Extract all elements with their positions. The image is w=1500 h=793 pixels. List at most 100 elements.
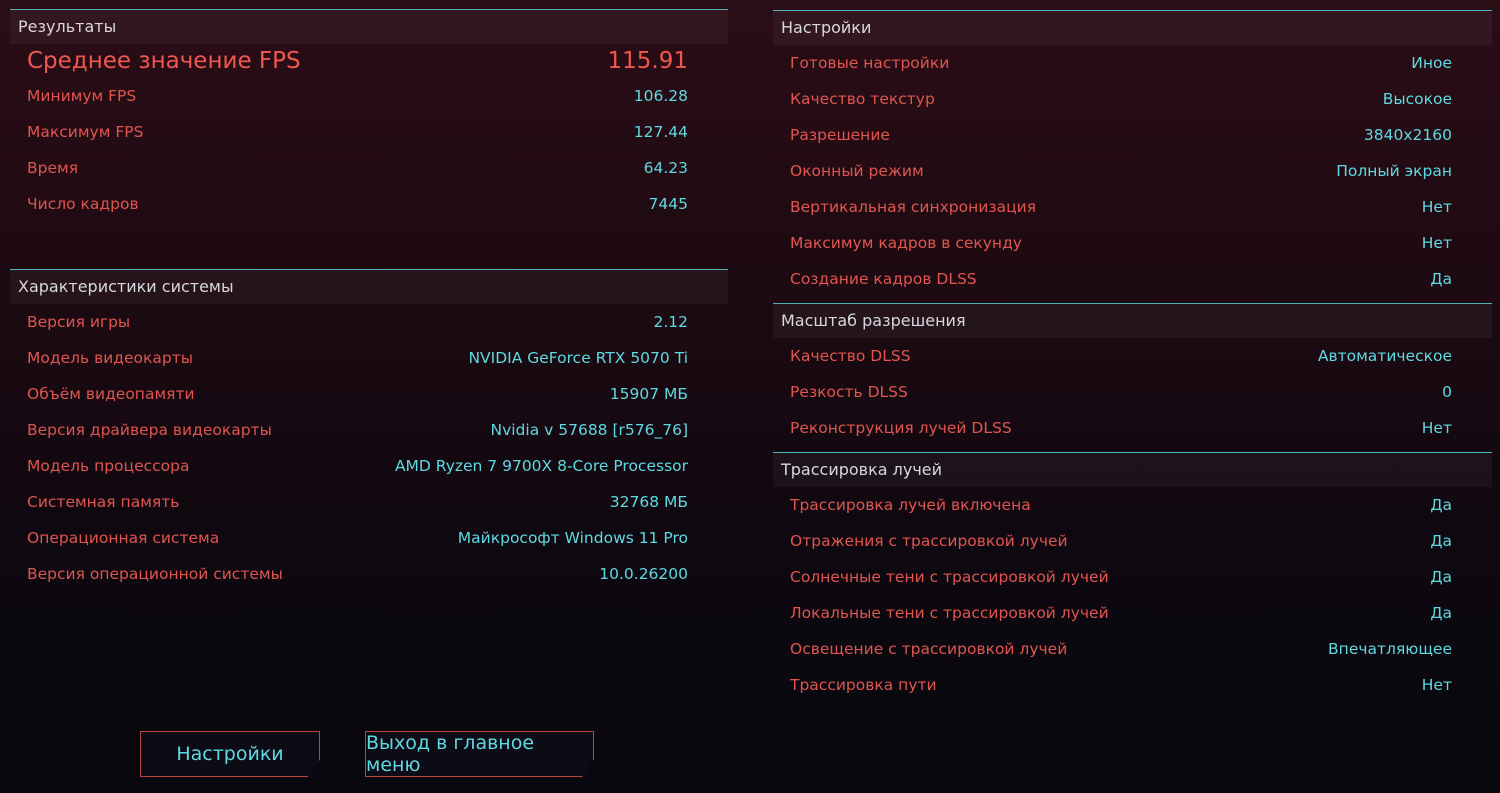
row-value: Нет bbox=[1421, 676, 1452, 694]
row-value: Да bbox=[1430, 568, 1452, 586]
scaling-row: Реконструкция лучей DLSS Нет bbox=[773, 410, 1492, 446]
results-section: Результаты Среднее значение FPS 115.91 Мини… bbox=[10, 9, 728, 222]
row-value: Автоматическое bbox=[1317, 347, 1452, 365]
left-panel: Результаты Среднее значение FPS 115.91 Мини… bbox=[10, 9, 728, 583]
settings-row: Готовые настройки Иное bbox=[773, 45, 1492, 81]
row-value: Нет bbox=[1421, 198, 1452, 216]
row-label: Создание кадров DLSS bbox=[790, 270, 977, 288]
row-label: Модель видеокарты bbox=[27, 349, 193, 367]
system-row: Системная память 32768 МБ bbox=[10, 484, 728, 520]
row-value: Нет bbox=[1421, 234, 1452, 252]
results-row: Число кадров 7445 bbox=[10, 186, 728, 222]
settings-header: Настройки bbox=[773, 10, 1492, 45]
settings-row: Вертикальная синхронизация Нет bbox=[773, 189, 1492, 225]
scaling-header: Масштаб разрешения bbox=[773, 303, 1492, 338]
row-label: Резкость DLSS bbox=[790, 383, 908, 401]
row-value: Впечатляющее bbox=[1328, 640, 1452, 658]
row-label: Оконный режим bbox=[790, 162, 924, 180]
row-value: Нет bbox=[1421, 419, 1452, 437]
row-label: Качество DLSS bbox=[790, 347, 911, 365]
raytracing-row: Освещение с трассировкой лучей Впечатляющ… bbox=[773, 631, 1492, 667]
row-value: 127.44 bbox=[633, 123, 688, 141]
settings-row: Качество текстур Высокое bbox=[773, 81, 1492, 117]
row-value: Да bbox=[1430, 532, 1452, 550]
row-label: Версия драйвера видеокарты bbox=[27, 421, 272, 439]
row-label: Операционная система bbox=[27, 529, 220, 547]
row-label: Системная память bbox=[27, 493, 180, 511]
row-value: 3840x2160 bbox=[1363, 126, 1452, 144]
system-row: Модель видеокарты NVIDIA GeForce RTX 5070… bbox=[10, 340, 728, 376]
row-value: 64.23 bbox=[643, 159, 688, 177]
settings-row: Оконный режим Полный экран bbox=[773, 153, 1492, 189]
row-label: Трассировка лучей включена bbox=[790, 496, 1031, 514]
raytracing-row: Солнечные тени с трассировкой лучей Да bbox=[773, 559, 1492, 595]
system-row: Операционная система Майкрософт Windows 1… bbox=[10, 520, 728, 556]
row-label: Солнечные тени с трассировкой лучей bbox=[790, 568, 1109, 586]
row-label: Максимум кадров в секунду bbox=[790, 234, 1022, 252]
row-label: Вертикальная синхронизация bbox=[790, 198, 1037, 216]
system-section: Характеристики системы Версия игры 2.12 Мод… bbox=[10, 269, 728, 592]
raytracing-header: Трассировка лучей bbox=[773, 452, 1492, 487]
system-row: Версия драйвера видеокарты Nvidia v 57688… bbox=[10, 412, 728, 448]
row-value: Да bbox=[1430, 496, 1452, 514]
row-value: 15907 МБ bbox=[609, 385, 688, 403]
row-value: Высокое bbox=[1382, 90, 1452, 108]
row-value: 106.28 bbox=[633, 87, 688, 105]
results-row: Среднее значение FPS 115.91 bbox=[10, 44, 728, 78]
raytracing-row: Трассировка лучей включена Да bbox=[773, 487, 1492, 523]
system-row: Версия игры 2.12 bbox=[10, 304, 728, 340]
row-value: 115.91 bbox=[607, 48, 688, 74]
scaling-row: Качество DLSS Автоматическое bbox=[773, 338, 1492, 374]
settings-section: Настройки Готовые настройки Иное Качество т… bbox=[773, 10, 1492, 297]
row-value: Да bbox=[1430, 270, 1452, 288]
settings-row: Максимум кадров в секунду Нет bbox=[773, 225, 1492, 261]
system-header: Характеристики системы bbox=[10, 269, 728, 304]
row-value: 0 bbox=[1442, 383, 1452, 401]
results-row: Максимум FPS 127.44 bbox=[10, 114, 728, 150]
row-label: Модель процессора bbox=[27, 457, 190, 475]
row-label: Версия операционной системы bbox=[27, 565, 283, 583]
row-value: Полный экран bbox=[1336, 162, 1452, 180]
row-value: Майкрософт Windows 11 Pro bbox=[457, 529, 688, 547]
row-value: 32768 МБ bbox=[609, 493, 688, 511]
row-label: Отражения с трассировкой лучей bbox=[790, 532, 1068, 550]
row-value: NVIDIA GeForce RTX 5070 Ti bbox=[468, 349, 688, 367]
row-value: Nvidia v 57688 [r576_76] bbox=[490, 421, 688, 439]
results-row: Минимум FPS 106.28 bbox=[10, 78, 728, 114]
row-label: Качество текстур bbox=[790, 90, 935, 108]
raytracing-section: Трассировка лучей Трассировка лучей включ… bbox=[773, 452, 1492, 703]
row-value: 7445 bbox=[648, 195, 688, 213]
scaling-section: Масштаб разрешения Качество DLSS Автоматич… bbox=[773, 303, 1492, 446]
system-row: Версия операционной системы 10.0.26200 bbox=[10, 556, 728, 592]
results-header: Результаты bbox=[10, 9, 728, 44]
row-label: Максимум FPS bbox=[27, 123, 144, 141]
row-value: 10.0.26200 bbox=[599, 565, 688, 583]
settings-row: Создание кадров DLSS Да bbox=[773, 261, 1492, 297]
row-value: AMD Ryzen 7 9700X 8-Core Processor bbox=[394, 457, 688, 475]
row-label: Трассировка пути bbox=[790, 676, 937, 694]
results-row: Время 64.23 bbox=[10, 150, 728, 186]
raytracing-row: Отражения с трассировкой лучей Да bbox=[773, 523, 1492, 559]
right-panel: Настройки Готовые настройки Иное Качество т… bbox=[773, 10, 1492, 703]
row-label: Готовые настройки bbox=[790, 54, 950, 72]
scaling-row: Резкость DLSS 0 bbox=[773, 374, 1492, 410]
settings-button[interactable]: Настройки bbox=[140, 731, 320, 777]
row-label: Локальные тени с трассировкой лучей bbox=[790, 604, 1109, 622]
row-label: Объём видеопамяти bbox=[27, 385, 195, 403]
raytracing-row: Локальные тени с трассировкой лучей Да bbox=[773, 595, 1492, 631]
exit-to-main-menu-button[interactable]: Выход в главное меню bbox=[365, 731, 594, 777]
row-label: Разрешение bbox=[790, 126, 890, 144]
row-label: Освещение с трассировкой лучей bbox=[790, 640, 1068, 658]
row-label: Время bbox=[27, 159, 79, 177]
row-label: Среднее значение FPS bbox=[27, 48, 301, 74]
row-value: 2.12 bbox=[653, 313, 688, 331]
system-row: Модель процессора AMD Ryzen 7 9700X 8-Cor… bbox=[10, 448, 728, 484]
system-row: Объём видеопамяти 15907 МБ bbox=[10, 376, 728, 412]
row-label: Версия игры bbox=[27, 313, 131, 331]
row-label: Реконструкция лучей DLSS bbox=[790, 419, 1012, 437]
row-label: Число кадров bbox=[27, 195, 139, 213]
raytracing-row: Трассировка пути Нет bbox=[773, 667, 1492, 703]
settings-row: Разрешение 3840x2160 bbox=[773, 117, 1492, 153]
row-value: Иное bbox=[1411, 54, 1452, 72]
row-label: Минимум FPS bbox=[27, 87, 137, 105]
